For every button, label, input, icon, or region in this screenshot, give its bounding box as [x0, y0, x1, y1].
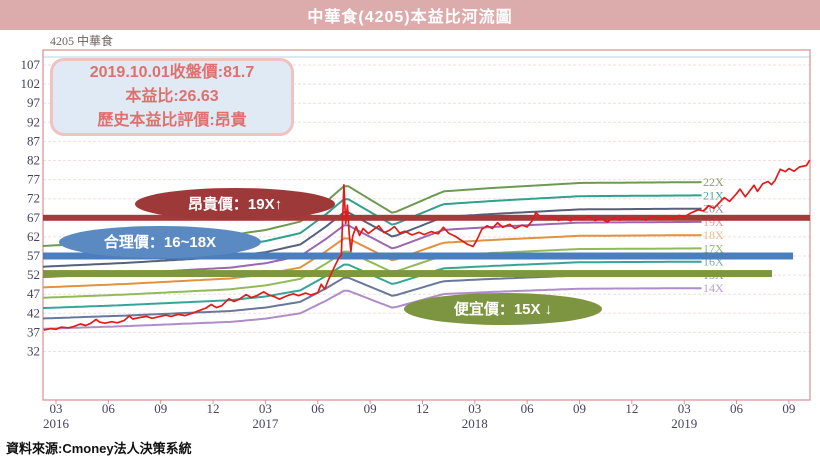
page-title: 中華食(4205)本益比河流圖 — [307, 9, 513, 26]
y-tick-label: 82 — [27, 153, 40, 168]
x-year-label: 2017 — [252, 416, 279, 431]
annotation-ellipse-2: 便宜價：15X ↓ — [404, 293, 602, 325]
y-tick-label: 77 — [27, 172, 41, 187]
x-tick-label: 03 — [259, 401, 272, 416]
x-tick-label: 12 — [207, 401, 220, 416]
annotation-ellipse-1: 合理價：16~18X — [59, 226, 261, 258]
y-tick-label: 37 — [27, 324, 41, 339]
x-tick-label: 09 — [782, 401, 795, 416]
x-year-label: 2018 — [462, 416, 488, 431]
y-tick-label: 67 — [27, 210, 41, 225]
ticker-label: 4205 中華食 — [50, 34, 114, 48]
annotation-text: 合理價：16~18X — [103, 233, 216, 251]
annotation-text: 便宜價：15X ↓ — [454, 300, 552, 318]
pe-band-label-17x: 17X — [703, 241, 724, 255]
x-tick-label: 09 — [573, 401, 586, 416]
y-tick-label: 97 — [27, 95, 41, 110]
title-bar: 中華食(4205)本益比河流圖 — [0, 0, 820, 30]
x-tick-label: 12 — [416, 401, 429, 416]
data-source: 資料來源:Cmoney法人決策系統 — [6, 441, 192, 456]
y-tick-label: 92 — [27, 114, 40, 129]
y-tick-label: 107 — [21, 57, 41, 72]
pe-band-label-14x: 14X — [703, 281, 724, 295]
y-tick-label: 47 — [27, 286, 41, 301]
x-tick-label: 03 — [678, 401, 691, 416]
pe-band-line-14x — [42, 287, 702, 330]
pe-band-line-20x — [42, 207, 702, 268]
x-tick-label: 09 — [154, 401, 167, 416]
y-tick-label: 42 — [27, 305, 40, 320]
x-tick-label: 06 — [730, 401, 744, 416]
threshold-bar-1 — [43, 252, 793, 260]
y-tick-label: 52 — [27, 267, 40, 282]
y-tick-label: 102 — [21, 76, 41, 91]
plot-border — [42, 49, 811, 401]
pe-band-line-15x — [42, 273, 702, 320]
y-tick-label: 62 — [27, 229, 40, 244]
y-tick-label: 57 — [27, 248, 41, 263]
threshold-bar-0 — [43, 214, 810, 221]
annotation-ellipse-0: 昂貴價：19X↑ — [135, 188, 335, 220]
x-year-label: 2019 — [671, 416, 697, 431]
y-tick-label: 32 — [27, 344, 40, 359]
x-tick-label: 06 — [102, 401, 116, 416]
pe-band-label-22x: 22X — [703, 175, 724, 189]
threshold-bar-2 — [43, 270, 772, 278]
info-close-price: 2019.10.01收盤價:81.7 — [89, 64, 255, 81]
x-tick-label: 06 — [311, 401, 325, 416]
x-tick-label: 03 — [468, 401, 481, 416]
x-tick-label: 12 — [625, 401, 638, 416]
pe-band-line-18x — [42, 234, 702, 289]
price-line — [43, 159, 811, 331]
pe-band-line-17x — [42, 247, 702, 299]
x-tick-label: 09 — [364, 401, 377, 416]
pe-band-label-21x: 21X — [703, 188, 724, 202]
y-tick-label: 72 — [27, 191, 40, 206]
info-pe-evaluation: 歷史本益比評價:昂貴 — [97, 112, 247, 129]
x-year-label: 2016 — [43, 416, 70, 431]
x-tick-label: 03 — [50, 401, 63, 416]
annotation-text: 昂貴價：19X↑ — [188, 195, 282, 213]
y-tick-label: 87 — [27, 133, 41, 148]
pe-band-line-16x — [42, 260, 702, 310]
pe-band-label-18x: 18X — [703, 228, 724, 242]
x-tick-label: 06 — [521, 401, 535, 416]
info-box: 2019.10.01收盤價:81.7 本益比:26.63 歷史本益比評價:昂貴 — [50, 58, 294, 136]
info-pe-ratio: 本益比:26.63 — [125, 88, 219, 105]
